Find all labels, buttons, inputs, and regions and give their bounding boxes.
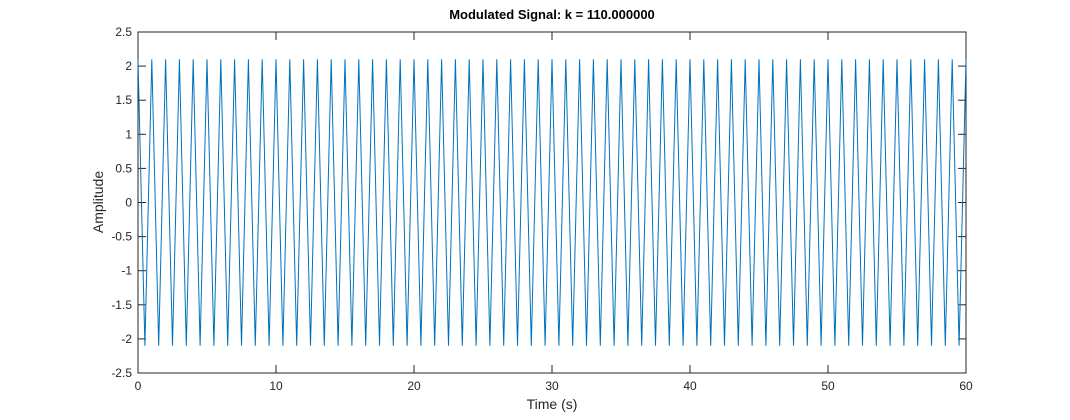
x-tick-label: 0 [135,379,142,393]
y-tick-label: -2 [121,332,132,346]
x-tick-label: 20 [407,379,421,393]
chart-title: Modulated Signal: k = 110.000000 [449,7,655,22]
axes-box [137,31,967,374]
y-tick-label: 2 [125,59,132,73]
y-tick-label: -2.5 [111,366,132,380]
y-tick-label: 0.5 [115,161,132,175]
signal-line [137,59,967,346]
y-axis-label: Amplitude [90,171,106,233]
x-tick-label: 30 [545,379,559,393]
y-tick-label: 1 [125,127,132,141]
x-tick-label: 10 [269,379,283,393]
x-tick-label: 60 [959,379,973,393]
y-tick-label: -1 [121,264,132,278]
y-tick-label: -1.5 [111,298,132,312]
y-tick-label: 0 [125,196,132,210]
x-axis-label: Time (s) [527,396,578,412]
y-tick-label: 1.5 [115,93,132,107]
x-tick-label: 40 [683,379,697,393]
x-tick-label: 50 [821,379,835,393]
y-tick-label: 2.5 [115,25,132,39]
y-tick-label: -0.5 [111,230,132,244]
